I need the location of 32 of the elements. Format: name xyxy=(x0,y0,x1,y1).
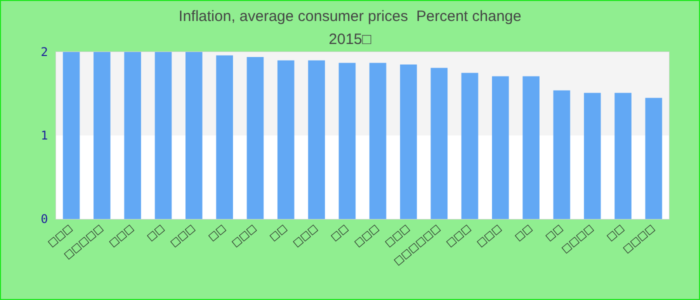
bar xyxy=(277,60,294,219)
bar xyxy=(553,90,570,219)
bar xyxy=(369,62,386,219)
bar xyxy=(614,92,632,219)
bar xyxy=(308,60,325,219)
bar xyxy=(430,68,448,219)
bar xyxy=(338,62,356,219)
bar xyxy=(461,72,478,219)
bar xyxy=(522,76,540,219)
x-tick-label: □□ xyxy=(145,222,167,244)
bar xyxy=(62,52,80,219)
x-tick-label: □□ xyxy=(544,222,566,244)
y-tick-label: 1 xyxy=(40,128,48,142)
bar xyxy=(246,57,264,219)
y-tick-label: 2 xyxy=(40,45,48,59)
x-tick-label: □□ xyxy=(268,222,290,244)
bar xyxy=(584,92,601,219)
bar xyxy=(492,76,509,219)
bar xyxy=(645,98,662,219)
bar xyxy=(216,55,234,219)
bar xyxy=(94,52,110,219)
x-tick-label: □□ xyxy=(605,222,627,244)
bar xyxy=(400,64,417,219)
y-tick-label: 0 xyxy=(40,212,48,226)
x-tick-label: □□ xyxy=(513,222,535,244)
chart-title: Inflation, average consumer prices Percent change xyxy=(178,8,522,25)
bar xyxy=(124,52,142,219)
x-tick-label: □□ xyxy=(206,222,228,244)
bar xyxy=(185,52,202,219)
bar xyxy=(154,52,172,219)
x-tick-label: □□ xyxy=(329,222,351,244)
chart-subtitle: 2015□ xyxy=(328,31,372,48)
